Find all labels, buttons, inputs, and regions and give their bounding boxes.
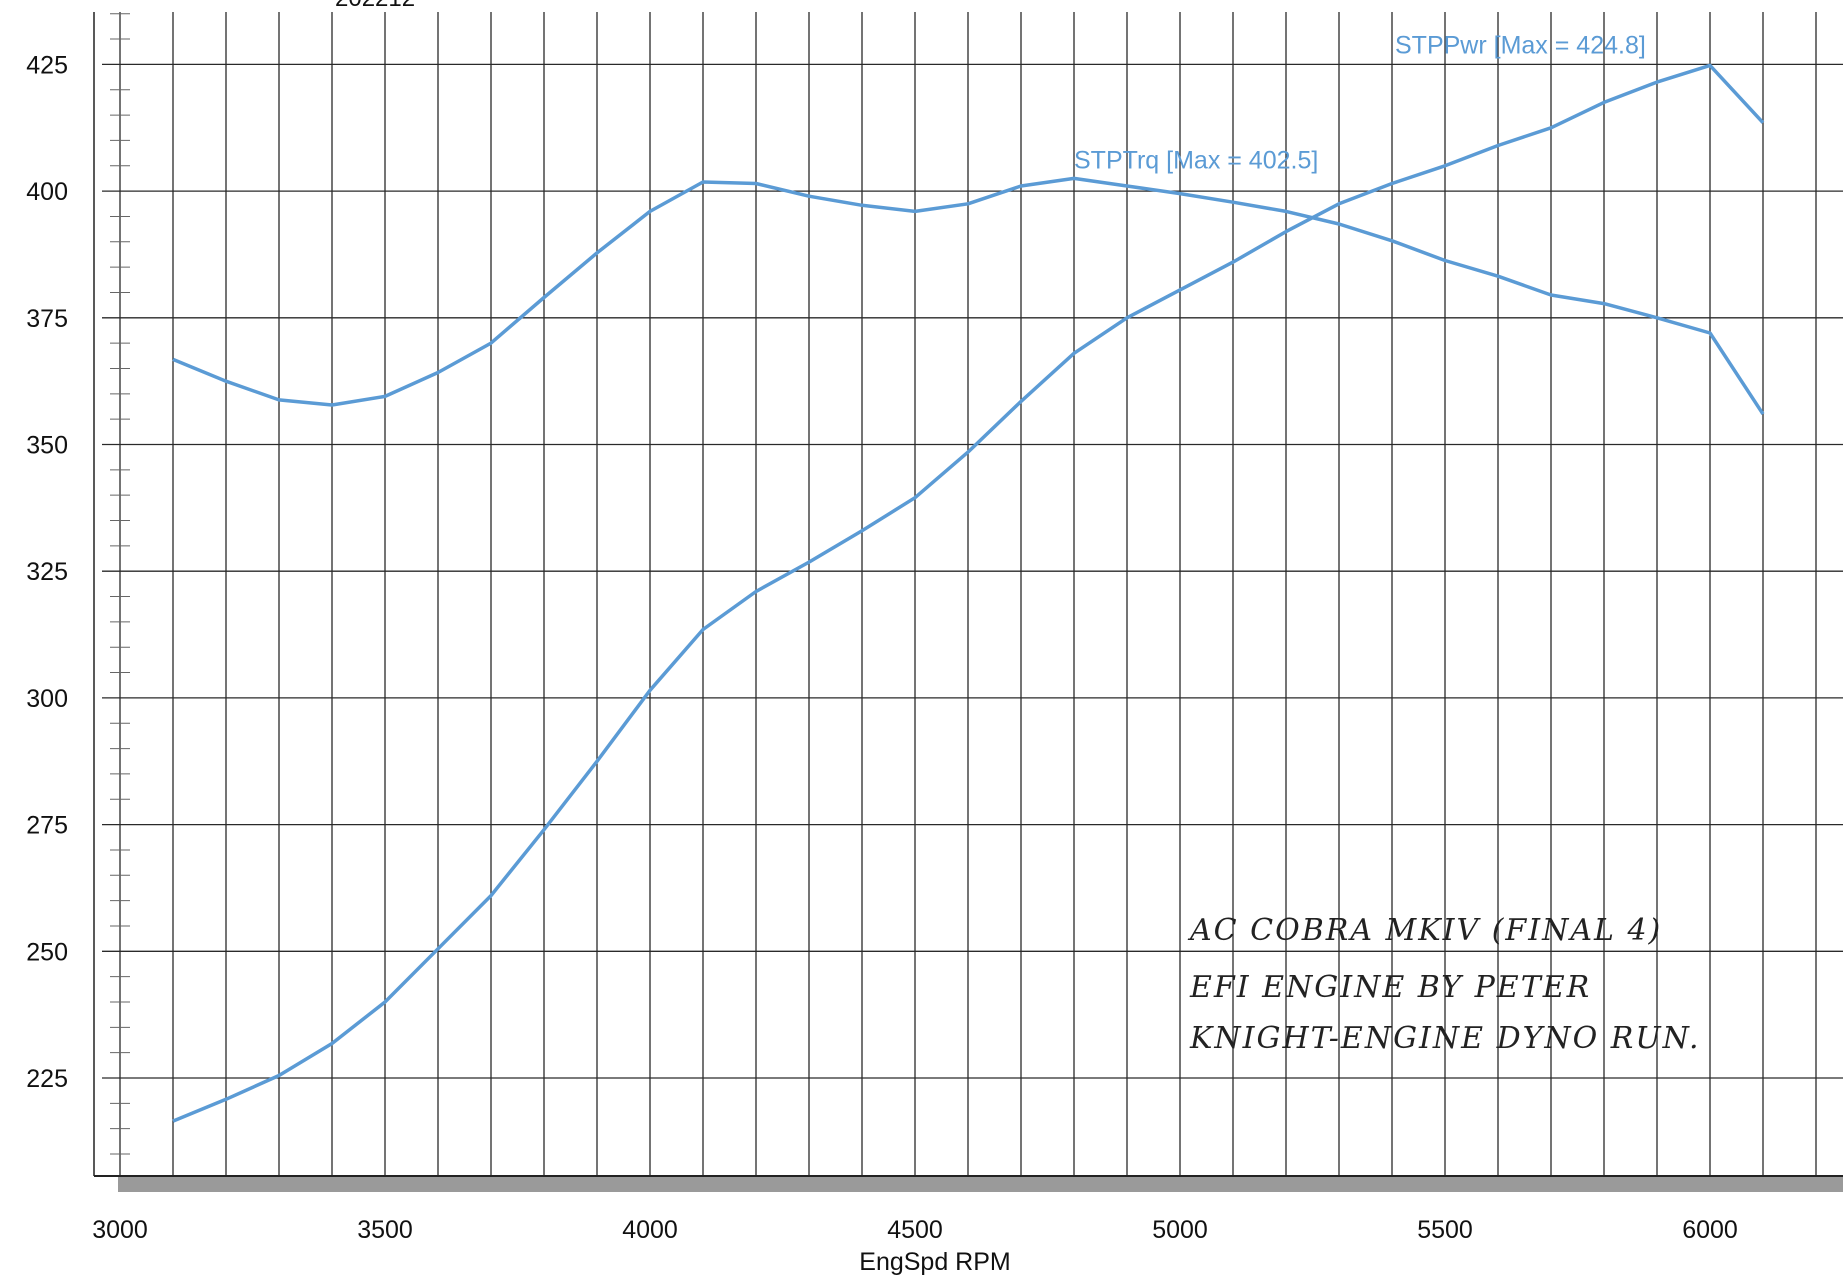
y-tick-label: 425 [26, 51, 68, 79]
series-line-power [172, 63, 1765, 1123]
handwritten-note: AC COBRA MKIV (FINAL 4) EFI ENGINE BY PE… [1187, 913, 1701, 1056]
x-tick-label: 3000 [92, 1216, 148, 1244]
labels: 3000 3500 4000 4500 5000 5500 6000 225 250 275 300… [26, 31, 1738, 1244]
x-tick-label: 6000 [1682, 1216, 1738, 1244]
grid [102, 12, 1843, 1176]
x-tick-label: 4500 [887, 1216, 943, 1244]
series [172, 63, 1765, 1123]
x-tick-label: 5000 [1152, 1216, 1208, 1244]
x-axis-band [118, 1176, 1843, 1192]
x-tick-label: 4000 [622, 1216, 678, 1244]
axes [93, 12, 1843, 1192]
series-label-power: STPPwr [Max = 424.8] [1395, 31, 1646, 59]
y-tick-label: 375 [26, 305, 68, 333]
header-fragment: 202212 [335, 0, 415, 12]
y-tick-label: 275 [26, 812, 68, 840]
y-tick-label: 250 [26, 938, 68, 966]
y-tick-label: 350 [26, 432, 68, 460]
y-tick-label: 400 [26, 178, 68, 206]
note-line-2: EFI ENGINE BY PETER [1189, 970, 1591, 1005]
x-tick-label: 5500 [1417, 1216, 1473, 1244]
x-tick-label: 3500 [357, 1216, 413, 1244]
x-axis-label: EngSpd RPM [859, 1248, 1010, 1276]
series-label-torque: STPTrq [Max = 402.5] [1074, 146, 1318, 174]
y-tick-label: 300 [26, 685, 68, 713]
y-tick-label: 225 [26, 1065, 68, 1093]
y-tick-label: 325 [26, 558, 68, 586]
series-line-torque [172, 176, 1765, 416]
note-line-3: KNIGHT-ENGINE DYNO RUN. [1189, 1021, 1701, 1056]
note-line-1: AC COBRA MKIV (FINAL 4) [1187, 913, 1662, 948]
